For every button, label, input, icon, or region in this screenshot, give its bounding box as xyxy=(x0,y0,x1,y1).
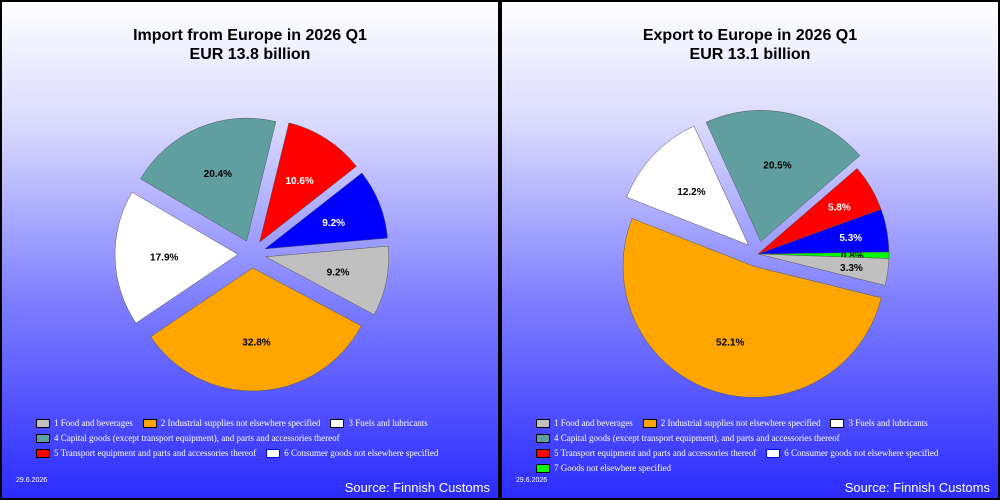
legend-item-food: 1 Food and beverages xyxy=(36,418,133,428)
pie-slice-industrial xyxy=(150,267,362,392)
chart-title: Import from Europe in 2026 Q1 xyxy=(133,27,367,44)
chart-date: 29.6.2026 xyxy=(16,477,48,484)
chart-source: Source: Finnish Customs xyxy=(844,480,990,495)
legend-item-transport: 5 Transport equipment and parts and acce… xyxy=(36,448,256,458)
legend-swatch xyxy=(536,433,550,443)
chart-date: 29.6.2026 xyxy=(516,477,548,484)
pie-slice-transport xyxy=(757,167,882,255)
pie-label-industrial: 32.8% xyxy=(242,338,270,349)
legend-swatch xyxy=(830,418,845,428)
legend-swatch xyxy=(536,418,550,428)
chart-subtitle: EUR 13.8 billion xyxy=(189,46,311,63)
legend-label: 3 Fuels and lubricants xyxy=(848,418,928,428)
legend-swatch xyxy=(536,448,550,458)
chart-title: Export to Europe in 2026 Q1 xyxy=(642,27,858,44)
pie-label-food: 9.2% xyxy=(327,268,350,279)
export-chart-panel: Export to Europe in 2026 Q1 EUR 13.1 bil… xyxy=(500,0,1000,500)
legend-swatch xyxy=(36,448,50,458)
pie-label-fuels: 12.2% xyxy=(677,187,705,198)
pie-label-fuels: 17.9% xyxy=(150,253,178,264)
pie-label-transport: 10.6% xyxy=(285,176,313,187)
chart-title-block: Import from Europe in 2026 Q1 EUR 13.8 b… xyxy=(2,26,498,64)
legend-swatch xyxy=(266,448,281,458)
legend-label: 1 Food and beverages xyxy=(554,418,633,428)
legend-label: 1 Food and beverages xyxy=(54,418,133,428)
legend-label: 7 Goods not elsewhere specified xyxy=(554,463,671,473)
pie-label-capital: 20.5% xyxy=(763,160,791,171)
import-chart-panel: Import from Europe in 2026 Q1 EUR 13.8 b… xyxy=(0,0,500,500)
pie-label-other: 0.8% xyxy=(841,251,864,262)
legend-item-industrial: 2 Industrial supplies not elsewhere spec… xyxy=(142,418,321,428)
pie-slice-industrial xyxy=(622,218,882,398)
pie-slice-consumer xyxy=(264,172,388,250)
legend-swatch xyxy=(536,463,550,473)
pie-label-capital: 20.4% xyxy=(204,169,232,180)
legend-swatch xyxy=(142,418,157,428)
import-pie-chart: 9.2% 10.6% 20.4% 17.9% 32.8% 9.2% xyxy=(114,117,389,392)
legend-label: 4 Capital goods (except transport equipm… xyxy=(554,433,840,443)
pie-slice-food xyxy=(264,245,389,316)
legend-label: 3 Fuels and lubricants xyxy=(348,418,428,428)
legend-label: 2 Industrial supplies not elsewhere spec… xyxy=(160,418,321,428)
pie-label-consumer: 5.3% xyxy=(839,233,862,244)
legend-swatch xyxy=(36,418,50,428)
legend-label: 6 Consumer goods not elsewhere specified xyxy=(284,448,439,458)
legend-item-fuels: 3 Fuels and lubricants xyxy=(830,418,928,428)
legend-row: 4 Capital goods (except transport equipm… xyxy=(36,433,350,443)
legend-item-other: 7 Goods not elsewhere specified xyxy=(536,463,671,473)
chart-subtitle: EUR 13.1 billion xyxy=(689,46,811,63)
legend-row: 1 Food and beverages 2 Industrial supplie… xyxy=(36,418,438,428)
legend-label: 2 Industrial supplies not elsewhere spec… xyxy=(660,418,821,428)
legend-item-transport: 5 Transport equipment and parts and acce… xyxy=(536,448,756,458)
legend-item-industrial: 2 Industrial supplies not elsewhere spec… xyxy=(642,418,821,428)
legend-label: 5 Transport equipment and parts and acce… xyxy=(554,448,757,458)
pie-slice-capital xyxy=(705,110,861,242)
legend-label: 6 Consumer goods not elsewhere specified xyxy=(784,448,939,458)
legend-swatch xyxy=(36,433,50,443)
pie-label-food: 3.3% xyxy=(840,263,863,274)
export-pie-chart: 0.8% 5.3% 5.8% 20.5% 12.2% 52.1% 3.3% xyxy=(622,110,890,398)
legend-swatch xyxy=(766,448,781,458)
pie-label-industrial: 52.1% xyxy=(716,337,744,348)
legend-swatch xyxy=(330,418,345,428)
legend-item-capital: 4 Capital goods (except transport equipm… xyxy=(536,433,840,443)
legend-row: 5 Transport equipment and parts and acce… xyxy=(36,448,448,458)
pie-slice-fuels xyxy=(626,125,750,246)
pie-slice-fuels xyxy=(114,191,239,324)
legend-item-consumer: 6 Consumer goods not elsewhere specified xyxy=(766,448,938,458)
pie-slice-food xyxy=(757,253,890,286)
chart-title-block: Export to Europe in 2026 Q1 EUR 13.1 bil… xyxy=(502,26,998,64)
legend-row: 1 Food and beverages 2 Industrial supplie… xyxy=(536,418,938,428)
legend-label: 5 Transport equipment and parts and acce… xyxy=(54,448,257,458)
legend-row: 7 Goods not elsewhere specified xyxy=(536,463,681,473)
legend-label: 4 Capital goods (except transport equipm… xyxy=(54,433,340,443)
pie-label-consumer: 9.2% xyxy=(322,218,345,229)
pie-slice-capital xyxy=(140,117,277,242)
pie-slice-transport xyxy=(259,122,357,243)
legend-item-fuels: 3 Fuels and lubricants xyxy=(330,418,428,428)
legend-row: 4 Capital goods (except transport equipm… xyxy=(536,433,850,443)
legend-item-food: 1 Food and beverages xyxy=(536,418,633,428)
legend-row: 5 Transport equipment and parts and acce… xyxy=(536,448,948,458)
legend-item-consumer: 6 Consumer goods not elsewhere specified xyxy=(266,448,438,458)
chart-source: Source: Finnish Customs xyxy=(344,480,490,495)
legend-swatch xyxy=(642,418,657,428)
pie-label-transport: 5.8% xyxy=(828,202,851,213)
legend-item-capital: 4 Capital goods (except transport equipm… xyxy=(36,433,340,443)
